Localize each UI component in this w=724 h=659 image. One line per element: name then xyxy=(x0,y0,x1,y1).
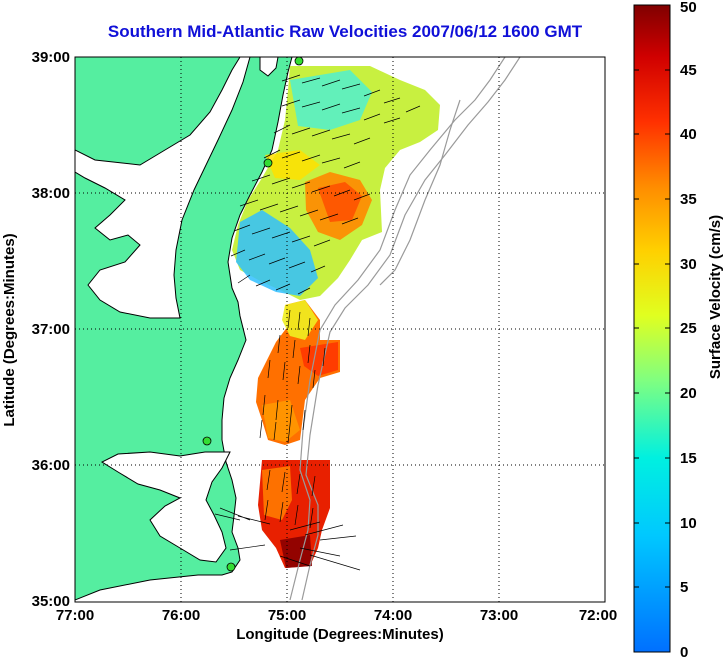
radar-site-marker xyxy=(263,158,273,168)
coverage-north-cyan xyxy=(290,70,372,130)
x-tick-label: 74:00 xyxy=(374,607,412,624)
colorbar-tick-label: 25 xyxy=(680,320,697,337)
y-axis-label: Latitude (Degrees:Minutes) xyxy=(1,233,18,426)
x-axis-label: Longitude (Degrees:Minutes) xyxy=(236,626,444,643)
chesapeake-bay xyxy=(75,57,251,319)
y-tick-label: 35:00 xyxy=(32,593,70,610)
colorbar-ticks xyxy=(634,69,670,653)
colorbar-tick-label: 10 xyxy=(680,515,697,532)
x-tick-label: 76:00 xyxy=(162,607,200,624)
coverage-north-red xyxy=(318,182,362,222)
colorbar-tick-label: 20 xyxy=(680,385,697,402)
x-tick-label: 75:00 xyxy=(268,607,306,624)
y-tick-labels: 39:00 38:00 37:00 36:00 35:00 xyxy=(32,49,70,610)
colorbar-tick-label: 35 xyxy=(680,191,697,208)
y-tick-label: 36:00 xyxy=(32,457,70,474)
pamlico-sound xyxy=(100,451,231,563)
y-tick-label: 37:00 xyxy=(32,321,70,338)
colorbar-tick-labels: 0 5 10 15 20 25 30 35 40 45 50 xyxy=(680,0,697,659)
coverage-north-yellow xyxy=(265,150,320,180)
radar-sites xyxy=(202,56,304,572)
coverage-south-orange xyxy=(262,466,292,520)
x-tick-label: 73:00 xyxy=(480,607,518,624)
x-tick-label: 72:00 xyxy=(579,607,617,624)
colorbar-tick-label: 0 xyxy=(680,644,688,659)
y-tick-label: 39:00 xyxy=(32,49,70,66)
x-tick-label: 77:00 xyxy=(56,607,94,624)
x-tick-labels: 77:00 76:00 75:00 74:00 73:00 72:00 xyxy=(56,607,617,624)
coverage-middle-orange xyxy=(262,400,300,442)
y-tick-label: 38:00 xyxy=(32,185,70,202)
colorbar-label: Surface Velocity (cm/s) xyxy=(707,215,724,379)
colorbar-tick-label: 30 xyxy=(680,256,697,273)
radar-site-marker xyxy=(202,436,212,446)
current-vectors xyxy=(214,74,421,571)
colorbar-tick-label: 5 xyxy=(680,579,688,596)
bathymetry-contours xyxy=(289,57,521,601)
colorbar xyxy=(633,4,671,653)
coverage-north-blue xyxy=(236,210,318,296)
colorbar-tick-label: 50 xyxy=(680,0,697,16)
radar-site-marker xyxy=(294,56,304,66)
radar-site-marker xyxy=(226,562,236,572)
graticule xyxy=(75,57,605,602)
delaware-bay xyxy=(259,57,279,77)
colorbar-tick-label: 40 xyxy=(680,126,697,143)
colorbar-tick-label: 15 xyxy=(680,450,697,467)
colorbar-tick-label: 45 xyxy=(680,62,697,79)
map-title: Southern Mid-Atlantic Raw Velocities 200… xyxy=(107,22,583,41)
